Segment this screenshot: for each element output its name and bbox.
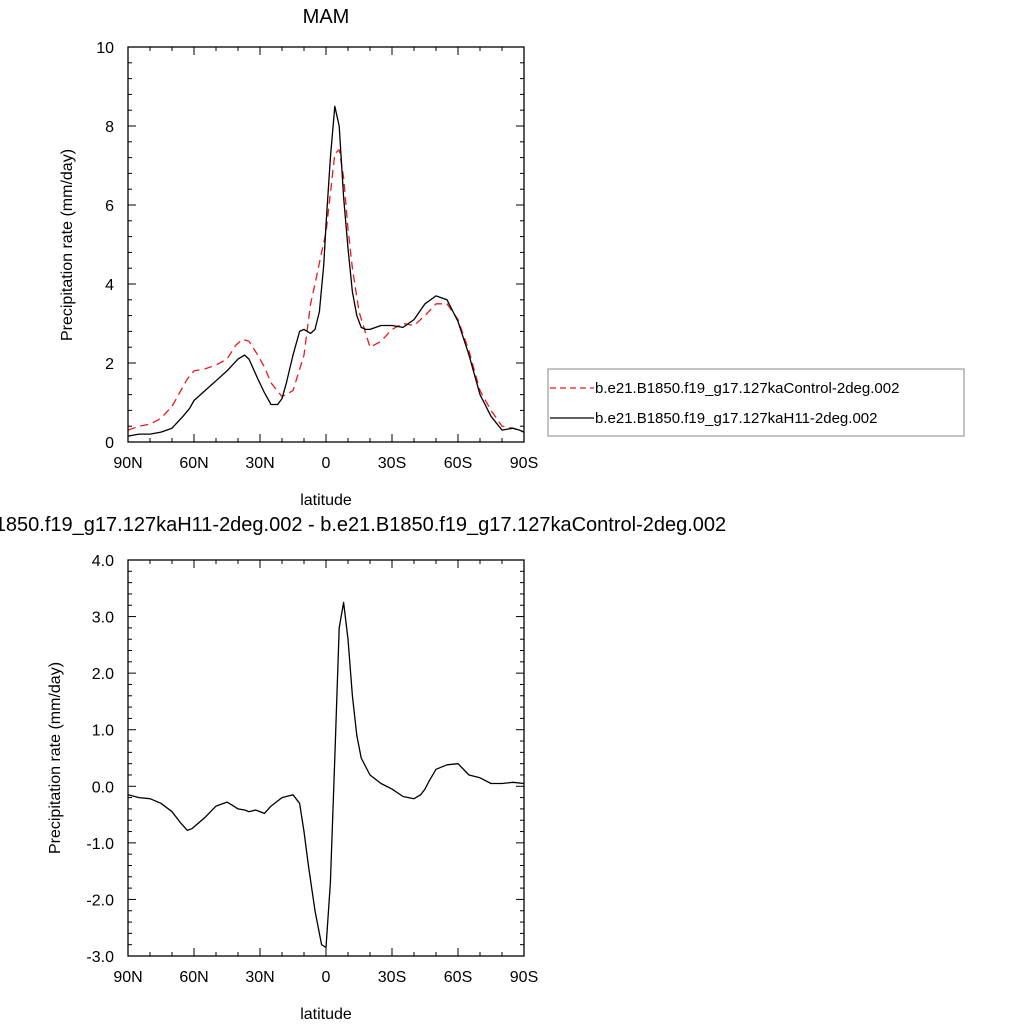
y-tick-label: -1.0 (86, 836, 114, 853)
series-line-control (127, 149, 525, 433)
y-tick-label: 8 (105, 119, 114, 136)
y-tick-label: 6 (105, 198, 114, 215)
x-tick-label: 60S (444, 455, 472, 472)
series-line-difference (127, 601, 525, 949)
ticks-layer: 90N 60N 30N 0 30S 60S 90S 4.0 3.0 2.0 1.0 0.0 -1.0 -2… (86, 553, 538, 986)
y-tick-label: 0 (105, 435, 114, 452)
plot-frame (127, 46, 525, 443)
x-tick-label: 90S (510, 455, 538, 472)
y-tick-label: 2 (105, 356, 114, 373)
ticks-layer: 90N 60N 30N 0 30S 60S 90S 0 2 4 6 8 10 (96, 40, 538, 472)
x-tick-label: 30N (245, 969, 274, 986)
x-tick-label: 90S (510, 969, 538, 986)
y-tick-label: 1.0 (92, 723, 114, 740)
y-tick-label: 3.0 (92, 610, 114, 627)
y-tick-label: 0.0 (92, 779, 114, 796)
x-tick-label: 60N (179, 969, 208, 986)
y-tick-label: 4.0 (92, 553, 114, 570)
legend: b.e21.B1850.f19_g17.127kaControl-2deg.00… (547, 368, 965, 437)
y-tick-label: 10 (96, 40, 114, 57)
y-tick-label: 4 (105, 277, 114, 294)
y-axis-label: Precipitation rate (mm/day) (47, 662, 64, 854)
y-tick-label: -2.0 (86, 892, 114, 909)
x-tick-label: 0 (322, 969, 331, 986)
x-tick-label: 30N (245, 455, 274, 472)
x-tick-label: 60N (179, 455, 208, 472)
series-line-h11 (127, 105, 525, 437)
legend-box (547, 368, 965, 437)
series-layer (127, 105, 525, 437)
plot-frame (127, 559, 525, 957)
x-axis-label: latitude (300, 1006, 352, 1023)
legend-label-control: b.e21.B1850.f19_g17.127kaControl-2deg.00… (595, 380, 899, 397)
x-tick-label: 60S (444, 969, 472, 986)
panel-mam: MAM 90N 60N 30N 0 30S 60S 90S 0 2 4 6 8 10 Precipita… (59, 6, 538, 509)
x-tick-label: 30S (378, 455, 406, 472)
series-layer (127, 601, 525, 949)
x-axis-label: latitude (300, 492, 352, 509)
x-tick-label: 90N (113, 455, 142, 472)
chart-title: b.e21.B1850.f19_g17.127kaH11-2deg.002 - … (0, 514, 726, 536)
x-tick-label: 30S (378, 969, 406, 986)
y-tick-label: -3.0 (86, 949, 114, 966)
legend-label-h11: b.e21.B1850.f19_g17.127kaH11-2deg.002 (595, 410, 877, 427)
chart-title: MAM (303, 6, 350, 28)
y-tick-label: 2.0 (92, 666, 114, 683)
y-axis-label: Precipitation rate (mm/day) (59, 149, 76, 341)
x-tick-label: 0 (322, 455, 331, 472)
panel-difference: b.e21.B1850.f19_g17.127kaH11-2deg.002 - … (0, 514, 726, 1023)
x-tick-label: 90N (113, 969, 142, 986)
